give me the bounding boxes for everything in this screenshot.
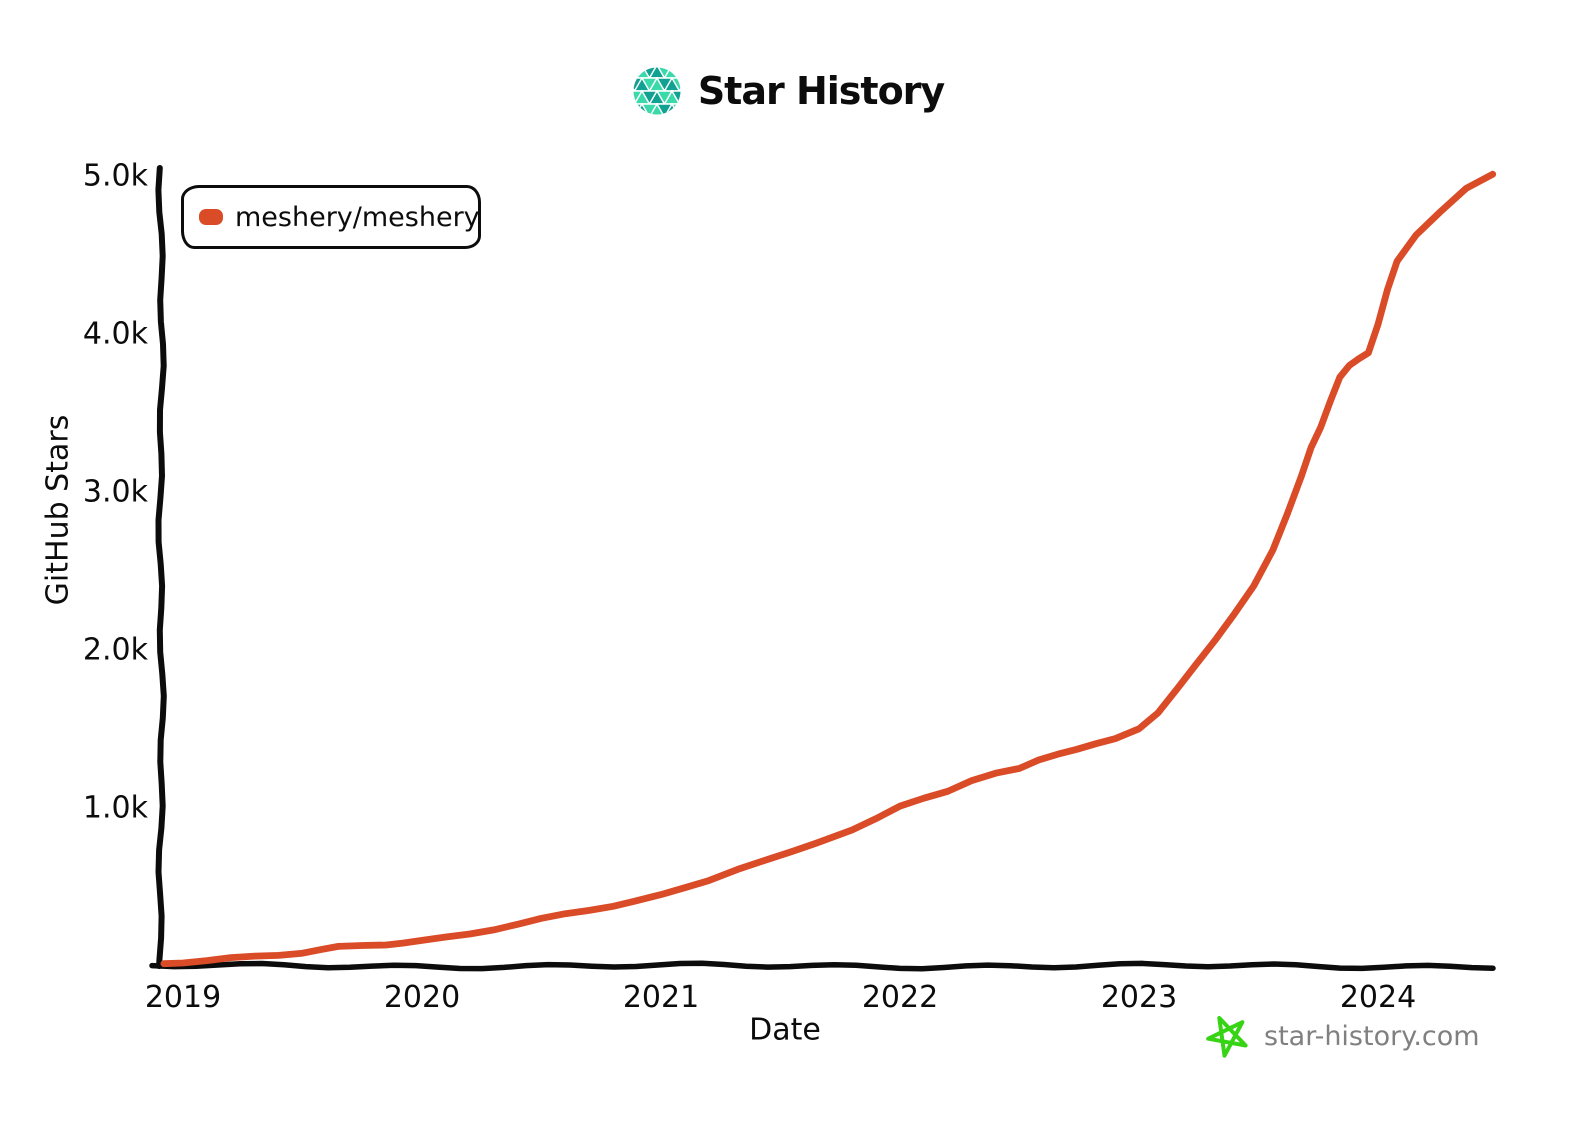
star-history-logo-icon	[633, 67, 681, 115]
y-axis-line	[155, 165, 167, 969]
legend-series-marker	[199, 209, 223, 225]
x-tick-label: 2021	[623, 980, 699, 1015]
x-axis-title: Date	[749, 1012, 821, 1048]
tick-labels: 1.0k 2.0k 3.0k 4.0k 5.0k 2019 2020 2021 2022 2023…	[83, 159, 1416, 1016]
logo-triangle	[670, 90, 681, 106]
x-tick-label: 2024	[1340, 980, 1416, 1015]
logo-triangle	[633, 67, 636, 79]
logo-triangle	[678, 67, 681, 79]
y-tick-label: 2.0k	[83, 633, 149, 668]
x-tick-label: 2022	[862, 980, 938, 1015]
site-link-label: star-history.com	[1264, 1020, 1480, 1052]
logo-triangle	[670, 103, 681, 115]
x-tick-label: 2023	[1101, 980, 1177, 1015]
logo-triangle	[678, 102, 681, 115]
series-line-meshery-meshery	[160, 170, 1497, 968]
y-tick-label: 4.0k	[83, 317, 149, 352]
footer-branding[interactable]: star-history.com	[1204, 1012, 1480, 1060]
legend-box[interactable]: meshery/meshery	[181, 185, 481, 249]
logo-triangle	[633, 102, 636, 115]
x-tick-label: 2019	[145, 980, 221, 1015]
legend-series-label: meshery/meshery	[235, 201, 480, 233]
y-axis-title: GitHub Stars	[40, 414, 76, 606]
y-tick-label: 3.0k	[83, 475, 149, 510]
green-star-icon	[1206, 1016, 1248, 1058]
y-tick-label: 1.0k	[83, 791, 149, 826]
page-title: Star History	[697, 69, 945, 113]
header: Star History	[0, 66, 1576, 116]
x-tick-label: 2020	[384, 980, 460, 1015]
series-lines	[160, 170, 1497, 968]
axes	[149, 165, 1496, 972]
y-tick-label: 5.0k	[83, 159, 149, 194]
x-axis-line	[149, 960, 1496, 972]
logo-triangle	[678, 76, 681, 92]
